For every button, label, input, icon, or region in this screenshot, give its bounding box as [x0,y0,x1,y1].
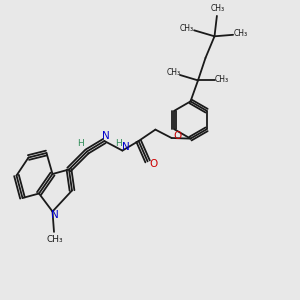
Text: N: N [122,142,129,152]
Text: H: H [116,140,122,148]
Text: CH₃: CH₃ [180,24,194,33]
Text: O: O [149,159,157,169]
Text: CH₃: CH₃ [211,4,225,13]
Text: N: N [51,209,59,220]
Text: H: H [77,139,84,148]
Text: O: O [173,130,181,141]
Text: CH₃: CH₃ [233,29,247,38]
Text: CH₃: CH₃ [166,68,181,77]
Text: CH₃: CH₃ [214,75,229,84]
Text: CH₃: CH₃ [46,235,63,244]
Text: N: N [102,130,110,141]
